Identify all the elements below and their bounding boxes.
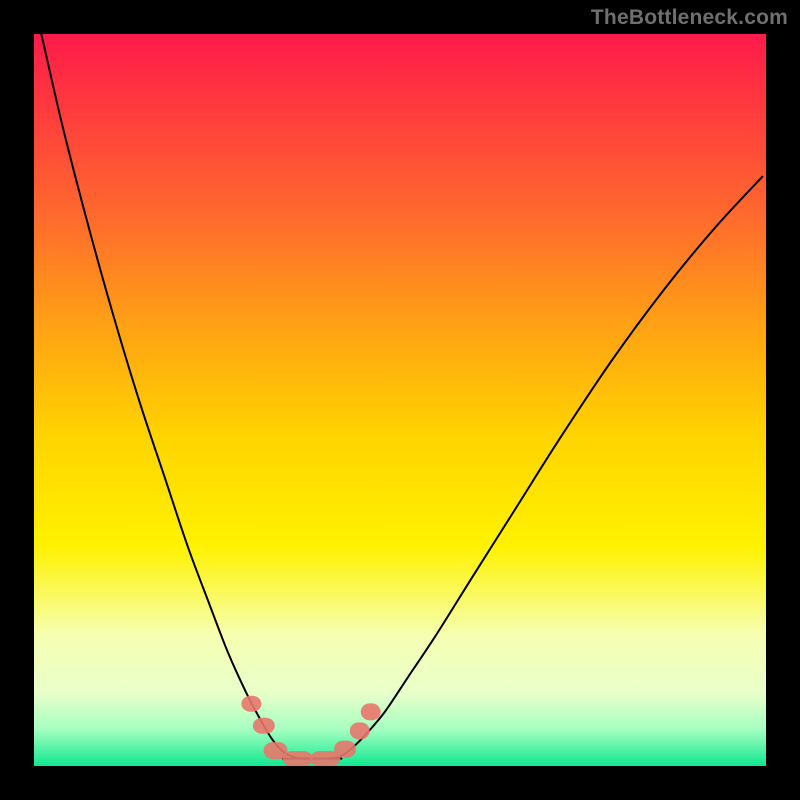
- curve-layer: [34, 34, 766, 766]
- marker-point: [350, 722, 370, 739]
- marker-point: [253, 718, 275, 734]
- marker-point: [241, 696, 261, 712]
- chart-frame: TheBottleneck.com: [0, 0, 800, 800]
- marker-point: [334, 741, 356, 758]
- marker-group: [241, 696, 380, 766]
- v-curve-right: [330, 177, 762, 759]
- v-curve-left: [41, 34, 305, 759]
- plot-area: [34, 34, 766, 766]
- watermark-text: TheBottleneck.com: [591, 6, 788, 30]
- marker-point: [361, 703, 381, 720]
- marker-point: [283, 751, 313, 766]
